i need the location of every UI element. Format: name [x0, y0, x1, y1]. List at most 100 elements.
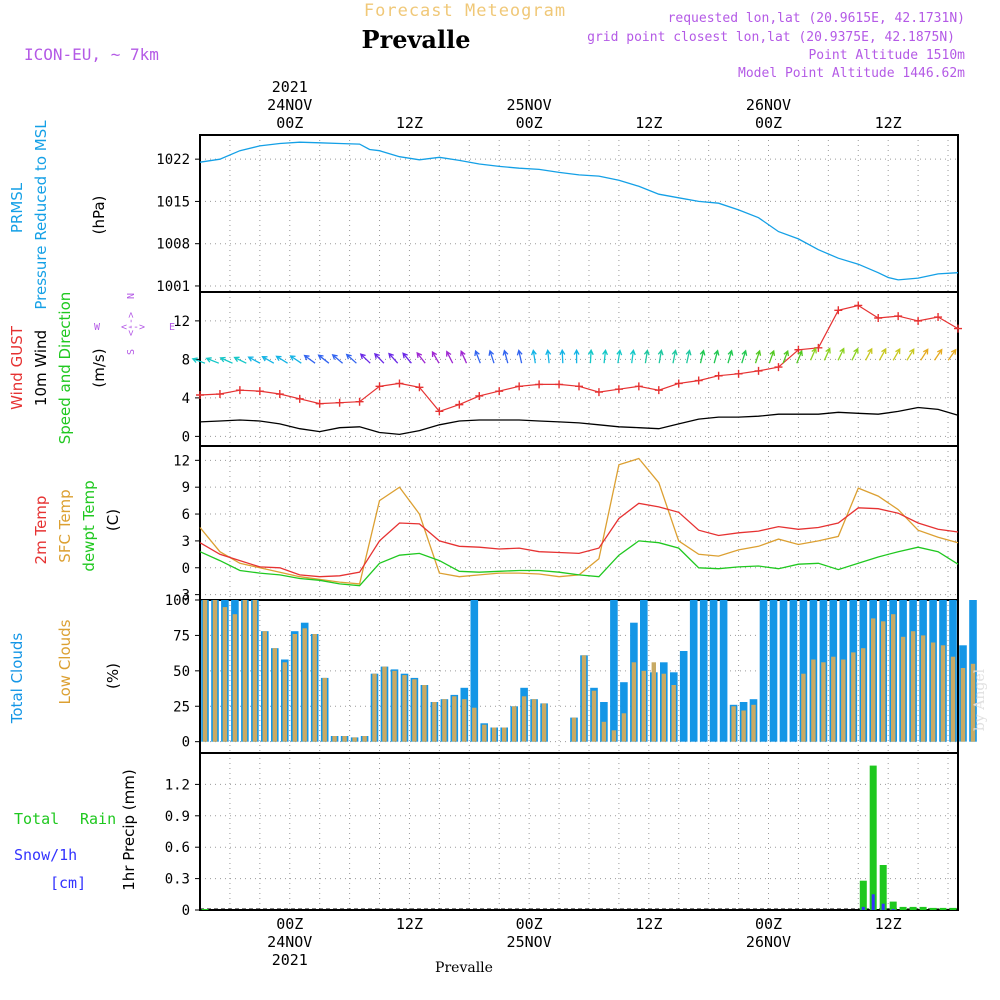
gust-marker — [754, 366, 763, 375]
low-cloud-bar — [641, 670, 646, 742]
y-tick-label: 0.3 — [165, 872, 190, 888]
wind-direction-arrow — [402, 352, 412, 364]
wind-direction-arrow — [573, 348, 580, 364]
gust-marker — [415, 383, 424, 392]
snow-bar — [891, 909, 895, 910]
gust-marker — [335, 398, 344, 407]
compass-west: W — [94, 322, 101, 333]
low-cloud-bar — [851, 652, 856, 742]
gust-marker — [435, 407, 444, 416]
wind-direction-arrow — [768, 349, 776, 364]
low-cloud-bar — [212, 600, 218, 742]
total-cloud-bar — [799, 600, 808, 742]
snow-bar — [881, 903, 885, 910]
temperature-panel: 12 9 6 3 0 -3 — [173, 445, 959, 604]
gust-marker — [275, 390, 284, 399]
gust-marker — [575, 382, 583, 391]
low-cloud-bar — [831, 656, 836, 742]
credit-watermark: by Angel — [972, 668, 988, 731]
low-cloud-bar — [352, 737, 357, 742]
low-cloud-bar — [252, 600, 258, 742]
y-tick-label: 8 — [182, 352, 190, 368]
gust-marker — [714, 371, 723, 380]
low-cloud-bar — [342, 736, 347, 742]
low-cloud-bar — [512, 706, 517, 742]
wind-direction-arrow — [233, 356, 247, 364]
product-title: Forecast Meteogram — [364, 1, 566, 21]
wind-direction-arrow — [727, 349, 734, 364]
rain-bar — [929, 907, 937, 910]
low-cloud-bar — [900, 636, 906, 742]
temp2m-label: 2m Temp — [32, 496, 50, 565]
svg-text:<-->: <--> — [121, 322, 145, 333]
low-cloud-bar — [841, 659, 846, 742]
low-cloud-bar — [960, 668, 966, 742]
wind-direction-arrow — [587, 348, 594, 364]
time-label: 12Z — [875, 915, 902, 933]
low-cloud-bar — [312, 634, 317, 742]
snow-unit: [cm] — [50, 874, 86, 892]
compass-north: N — [126, 293, 137, 299]
wind-direction-arrow — [933, 348, 943, 361]
gust-marker — [614, 385, 623, 394]
compass-south: S — [126, 349, 137, 355]
time-label: 12Z — [635, 915, 662, 933]
wind-direction-arrow — [359, 353, 371, 364]
low-cloud-bar — [202, 600, 208, 742]
time-label: 00Z — [755, 114, 782, 132]
total-cloud-bar — [709, 600, 718, 742]
pressure-frame — [199, 134, 959, 293]
wind-direction-arrow — [373, 352, 385, 364]
wind-direction-arrow — [837, 347, 845, 361]
low-cloud-bar — [531, 699, 537, 742]
rain-bar — [869, 765, 877, 910]
gust-line — [199, 304, 959, 413]
compass-east: E — [169, 322, 175, 333]
wind-direction-arrow — [502, 349, 509, 364]
wind-direction-arrow — [851, 347, 859, 361]
temp2m-line — [199, 502, 959, 578]
low-cloud-bar — [970, 663, 976, 742]
low-cloud-bar — [521, 696, 527, 742]
low-clouds-label: Low Clouds — [56, 619, 74, 704]
prmsl-line — [199, 141, 959, 281]
gust-marker — [594, 388, 603, 397]
time-label: 00Z — [755, 915, 782, 933]
low-cloud-bar — [412, 679, 417, 742]
y-tick-label: 25 — [173, 699, 190, 715]
low-cloud-bar — [741, 710, 746, 742]
clouds-panel: 100 75 50 25 0 — [165, 593, 977, 754]
low-cloud-bar — [861, 648, 866, 742]
gust-marker — [774, 363, 783, 372]
total-cloud-bar — [470, 600, 479, 742]
wind-direction-arrow — [629, 348, 636, 364]
low-cloud-bar — [950, 656, 956, 742]
low-cloud-bar — [492, 727, 497, 742]
wind-direction-arrow — [247, 356, 261, 364]
y-tick-label: 0.9 — [165, 809, 190, 825]
wind-direction-arrow — [317, 354, 330, 364]
gust-marker — [854, 301, 863, 310]
time-label: 25NOV — [507, 96, 552, 114]
snow-bar — [871, 894, 875, 910]
time-label: 12Z — [875, 114, 902, 132]
low-cloud-bar — [292, 634, 297, 742]
gust-marker — [315, 399, 324, 408]
low-cloud-bar — [920, 635, 926, 742]
wind-direction-arrow — [741, 349, 748, 364]
model-label: ICON-EU, ~ 7km — [24, 45, 159, 64]
rain-bar — [879, 865, 887, 910]
low-cloud-bar — [621, 713, 627, 742]
wind-unit: (m/s) — [90, 348, 108, 387]
y-tick-label: 6 — [182, 507, 190, 523]
temp-panel-labels: 2m Temp SFC Temp dewpt Temp (C) — [32, 480, 122, 571]
low-cloud-bar — [651, 662, 656, 742]
wind-direction-arrow — [657, 349, 664, 364]
dewpt-label: dewpt Temp — [80, 480, 98, 571]
y-tick-label: 0 — [182, 903, 190, 919]
gust-marker — [894, 312, 903, 321]
prmsl-desc-label: Pressure Reduced to MSL — [32, 120, 50, 310]
dewpt-line — [199, 540, 959, 587]
direction-label: Speed and Direction — [56, 292, 74, 445]
